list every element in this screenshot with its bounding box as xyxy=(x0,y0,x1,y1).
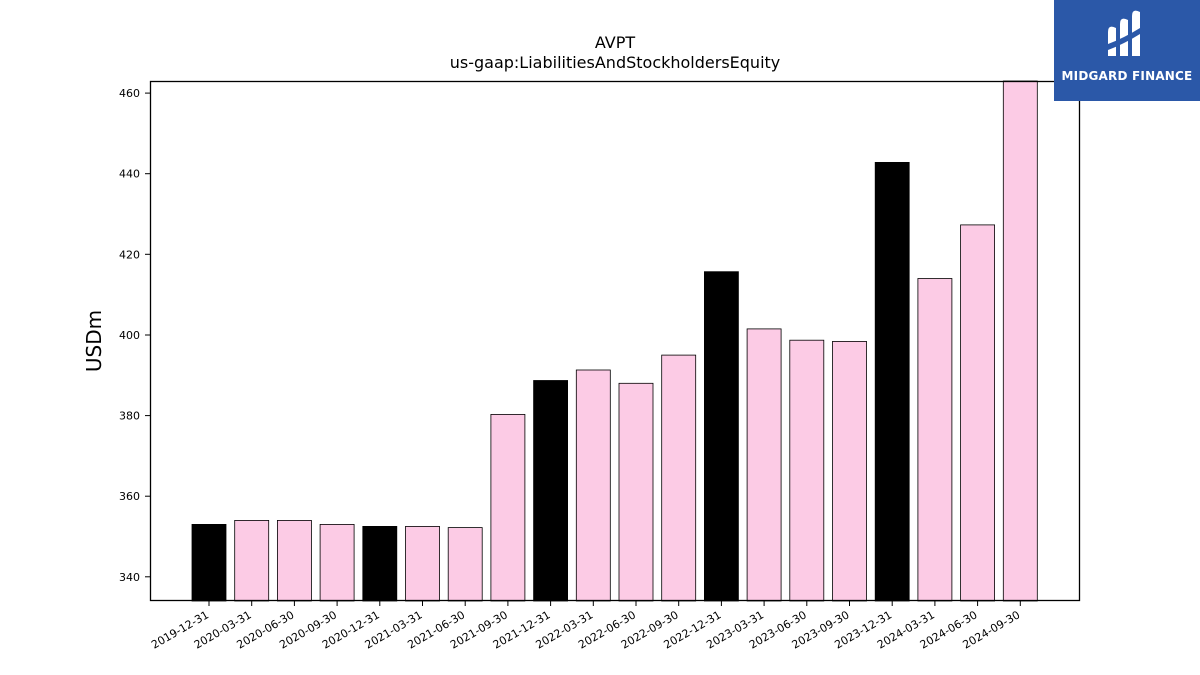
bar-2021-03-31 xyxy=(405,526,440,602)
brand-name: MIDGARD FINANCE xyxy=(1061,69,1193,83)
chart-title: AVPT xyxy=(595,33,636,52)
bar-2023-09-30 xyxy=(832,340,867,602)
y-tick-label: 340 xyxy=(119,571,140,584)
y-tick-label: 380 xyxy=(119,410,140,423)
bar-2021-12-31 xyxy=(533,380,568,602)
midgard-logo-icon xyxy=(1108,10,1140,57)
bar-2021-09-30 xyxy=(490,413,526,602)
bar-2023-12-31 xyxy=(874,161,910,602)
bar-2022-03-31 xyxy=(575,369,611,602)
bar-2020-06-30 xyxy=(276,520,312,602)
bar-2024-03-31 xyxy=(917,278,953,602)
y-tick-label: 420 xyxy=(119,248,140,261)
bar-2023-06-30 xyxy=(789,339,825,602)
y-tick-label: 460 xyxy=(119,87,140,100)
bar-2022-09-30 xyxy=(661,354,697,602)
bar-2020-09-30 xyxy=(319,524,355,602)
y-axis: 340 360 380 400 420 440 460 xyxy=(119,87,150,584)
bars-group xyxy=(191,80,1038,602)
y-tick-label: 400 xyxy=(119,329,140,342)
bar-2019-12-31 xyxy=(191,524,227,602)
bar-2020-12-31 xyxy=(362,526,398,602)
bar-2024-06-30 xyxy=(960,224,995,602)
bar-2021-06-30 xyxy=(447,527,483,602)
plot-frame xyxy=(149,80,1081,602)
x-axis: 2019-12-312020-03-312020-06-302020-09-30… xyxy=(149,601,1022,652)
bar-2022-12-31 xyxy=(704,271,739,602)
y-tick-label: 360 xyxy=(119,490,140,503)
chart-subtitle: us-gaap:LiabilitiesAndStockholdersEquity xyxy=(450,53,781,72)
y-tick-label: 440 xyxy=(119,168,140,181)
bar-2023-03-31 xyxy=(746,328,782,602)
bar-2024-09-30 xyxy=(1002,80,1038,602)
bar-2022-06-30 xyxy=(618,382,654,602)
brand-logo: MIDGARD FINANCE xyxy=(1054,0,1200,101)
bar-2020-03-31 xyxy=(234,520,270,602)
y-axis-label: USDm xyxy=(82,310,106,372)
